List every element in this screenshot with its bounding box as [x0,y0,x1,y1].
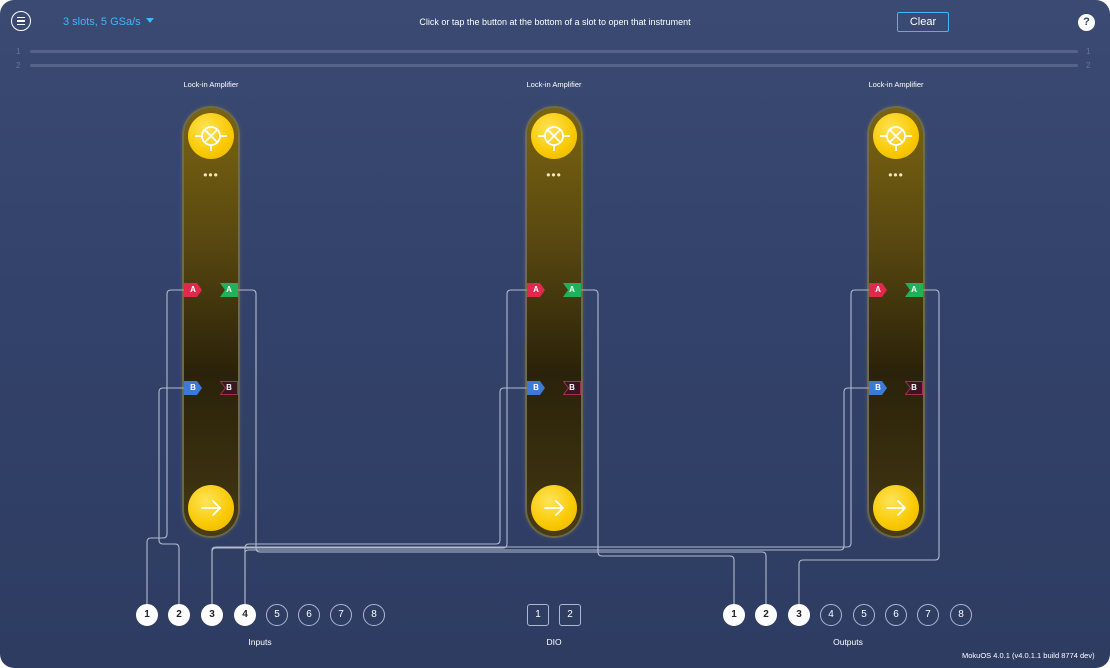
dio-label: DIO [546,637,562,647]
slot-1-output-a-port[interactable]: A [220,283,238,297]
track-1-bar[interactable] [30,50,1078,53]
input-pin-4[interactable]: 4 [234,604,256,626]
help-icon[interactable]: ? [1078,14,1095,31]
slot-3-output-a-port[interactable]: A [905,283,923,297]
wire-slot1-a-to-output2 [238,289,767,604]
wire-input3-to-slot3-a [211,289,869,604]
wire-input4-to-slot3-b [244,387,869,604]
slot-configuration-dropdown[interactable]: 3 slots, 5 GSa/s [63,16,154,28]
input-pin-5[interactable]: 5 [266,604,288,626]
lock-in-crossed-circle-icon[interactable] [188,113,234,159]
slot-3-input-b-port[interactable]: B [869,381,887,395]
version-label: MokuOS 4.0.1 (v4.0.1.1 build 8774 dev) [962,651,1095,660]
track-2-left-number: 2 [16,61,21,70]
arrow-right-icon[interactable] [531,485,577,531]
slot-2-input-a-port[interactable]: A [527,283,545,297]
input-pin-8[interactable]: 8 [363,604,385,626]
wire-slot3-a-to-output3 [798,289,940,604]
track-1-left-number: 1 [16,47,21,56]
lock-in-crossed-circle-icon[interactable] [531,113,577,159]
arrow-right-icon[interactable] [188,485,234,531]
output-pin-2[interactable]: 2 [755,604,777,626]
track-1-right-number: 1 [1086,47,1091,56]
outputs-label: Outputs [833,637,863,647]
slot-1-input-b-port[interactable]: B [184,381,202,395]
output-pin-3[interactable]: 3 [788,604,810,626]
slot-configuration-label: 3 slots, 5 GSa/s [63,16,141,28]
input-pin-7[interactable]: 7 [330,604,352,626]
inputs-label: Inputs [248,637,272,647]
slot-1-input-a-port[interactable]: A [184,283,202,297]
caret-down-icon [145,18,154,23]
input-pin-6[interactable]: 6 [298,604,320,626]
slot-1-more-menu[interactable]: ••• [203,168,219,182]
slot-3-output-b-port[interactable]: B [904,381,923,395]
slot-2-output-b-port[interactable]: B [562,381,581,395]
slot-3-input-a-port[interactable]: A [869,283,887,297]
clear-button[interactable]: Clear [897,12,949,32]
wire-slot2-a-to-output1 [581,289,735,604]
input-pin-2[interactable]: 2 [168,604,190,626]
slot-3-instrument[interactable]: ••• [869,108,923,536]
output-pin-1[interactable]: 1 [723,604,745,626]
slot-1-output-b-port[interactable]: B [219,381,238,395]
slot-3-title: Lock-in Amplifier [868,80,924,89]
hamburger-icon[interactable] [11,11,31,31]
top-bar: 3 slots, 5 GSa/s Click or tap the button… [0,0,1110,44]
track-2-bar[interactable] [30,64,1078,67]
wire-input4-to-slot2-b [244,387,527,604]
lock-in-crossed-circle-icon[interactable] [873,113,919,159]
arrow-right-icon[interactable] [873,485,919,531]
slot-2-input-b-port[interactable]: B [527,381,545,395]
slot-2-more-menu[interactable]: ••• [546,168,562,182]
slot-2-title: Lock-in Amplifier [526,80,582,89]
dio-pin-2[interactable]: 2 [559,604,581,626]
slot-1-instrument[interactable]: ••• [184,108,238,536]
input-pin-1[interactable]: 1 [136,604,158,626]
output-pin-7[interactable]: 7 [917,604,939,626]
instruction-hint: Click or tap the button at the bottom of… [419,17,691,27]
wire-input3-to-slot2-a [211,289,527,604]
track-2-right-number: 2 [1086,61,1091,70]
slot-2-output-a-port[interactable]: A [563,283,581,297]
dio-pin-1[interactable]: 1 [527,604,549,626]
output-pin-5[interactable]: 5 [853,604,875,626]
input-pin-3[interactable]: 3 [201,604,223,626]
wire-input2-to-slot1-b [158,387,184,604]
wire-input1-to-slot1-a [146,289,184,604]
slot-1-title: Lock-in Amplifier [183,80,239,89]
output-pin-4[interactable]: 4 [820,604,842,626]
slot-3-more-menu[interactable]: ••• [888,168,904,182]
output-pin-8[interactable]: 8 [950,604,972,626]
slot-2-instrument[interactable]: ••• [527,108,581,536]
output-pin-6[interactable]: 6 [885,604,907,626]
